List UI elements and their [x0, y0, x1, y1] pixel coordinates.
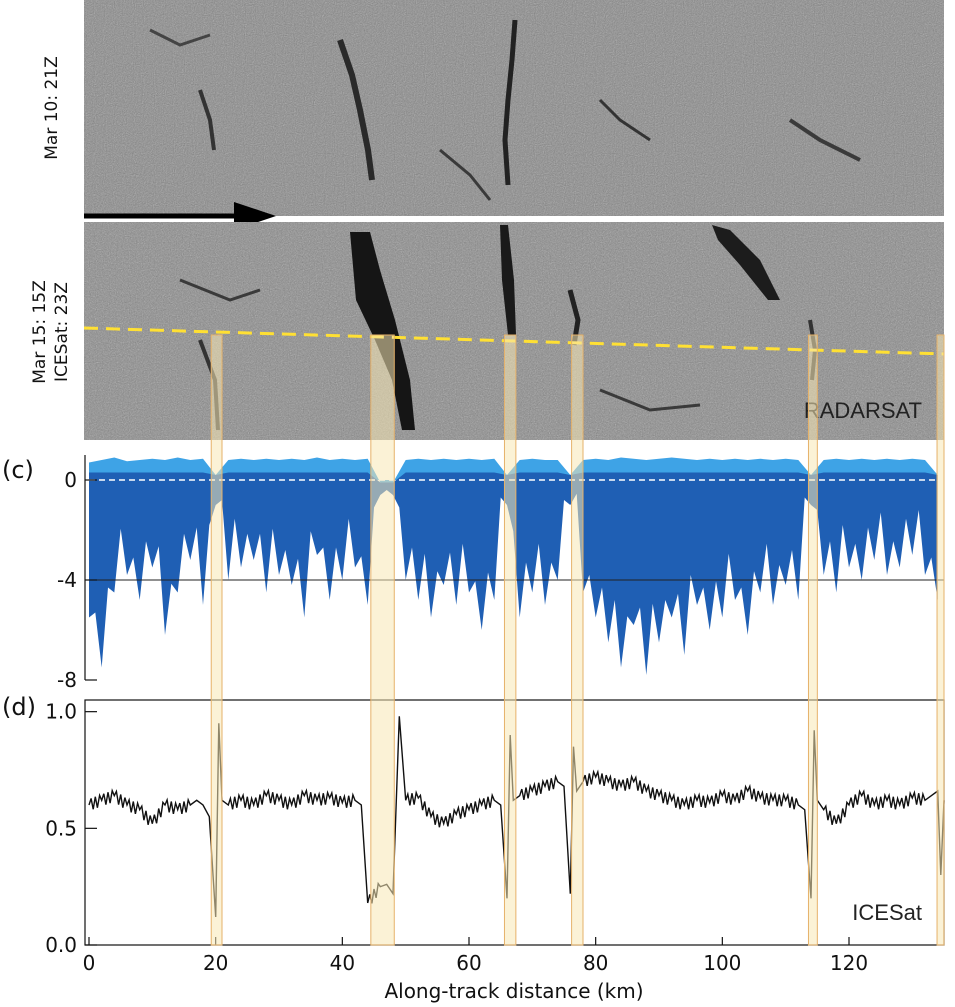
panel-c-y-tick-label: 0	[64, 468, 77, 492]
lead-highlight-column	[370, 334, 395, 946]
lead-highlight-column	[936, 334, 945, 946]
panel-d-x-tick-label: 0	[83, 951, 96, 975]
panel-d-y-tick-label: 0.0	[45, 933, 77, 957]
x-axis-title: Along-track distance (km)	[384, 979, 643, 1003]
panel-b-icesat-label: ICESat: 23Z	[52, 282, 72, 382]
lead-highlight-column	[807, 334, 818, 946]
panel-a-date-label: Mar 10: 21Z	[42, 56, 62, 160]
reflectivity-line	[88, 716, 945, 918]
panel-d-y-tick-label: 1.0	[45, 700, 77, 724]
panel-d-x-tick-label: 120	[830, 951, 868, 975]
lead-highlight-column	[571, 334, 584, 946]
panel-b-date-label: Mar 15: 15Z	[30, 280, 50, 384]
panel-a-sar-image	[84, 0, 944, 216]
panel-d-x-tick-label: 100	[703, 951, 741, 975]
radarsat-label: RADARSAT	[804, 398, 922, 423]
panel-b-label: Mar 15: 15Z ICESat: 23Z	[30, 280, 72, 384]
panel-d-letter: (d)	[2, 693, 36, 721]
panel-c-letter: (c)	[2, 456, 34, 484]
panel-d-x-tick-label: 80	[583, 951, 608, 975]
lead-highlights	[210, 334, 945, 946]
panel-c-y-tick-label: -4	[57, 568, 77, 592]
lead-highlight-column	[210, 334, 223, 946]
lead-highlight-column	[503, 334, 517, 946]
panel-d-x-tick-label: 40	[330, 951, 355, 975]
panel-d-x-tick-label: 20	[203, 951, 228, 975]
panel-d-x-tick-label: 60	[456, 951, 481, 975]
elevation-lower-band	[89, 472, 938, 675]
panel-a-label: Mar 10: 21Z	[42, 56, 62, 160]
panel-c-y-tick-label: -8	[57, 668, 77, 692]
panel-d-y-tick-label: 0.5	[45, 816, 77, 840]
icesat-label: ICESat	[852, 900, 922, 925]
